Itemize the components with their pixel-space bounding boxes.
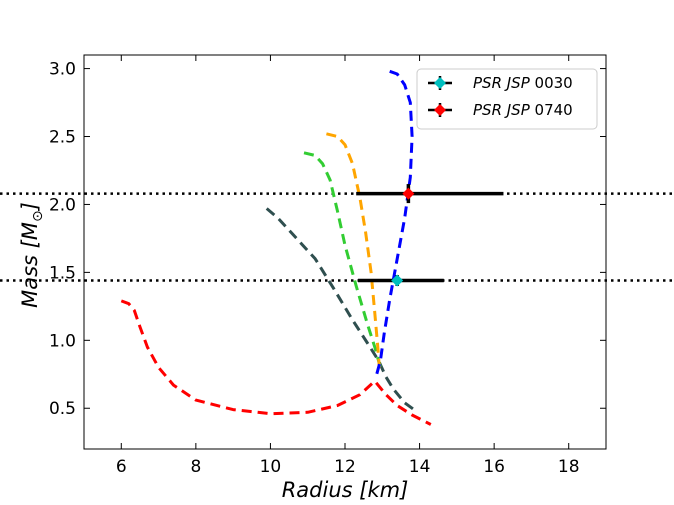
- legend-entry-2-label-number: 0740: [535, 101, 573, 119]
- curve-orange-eos: [326, 132, 381, 368]
- curve-darkslategray-eos: [265, 207, 415, 411]
- legend-frame: [416, 68, 598, 130]
- legend-entry-2-marker: [434, 104, 446, 116]
- legend-entry-1-label: PSR JSP 0030: [473, 74, 573, 92]
- x-axis-label: Radius [km]: [282, 478, 409, 502]
- legend-entry-1-marker: [434, 77, 446, 89]
- y-axis-label-sub: ⊙: [30, 210, 46, 222]
- y-axis-label-close: ]: [18, 202, 42, 211]
- eos-curves: [120, 69, 432, 426]
- curve-red-eos: [120, 299, 432, 426]
- curve-limegreen-eos: [303, 151, 382, 368]
- x-tick-label-16: 16: [483, 457, 505, 477]
- x-tick-label-8: 8: [190, 457, 201, 477]
- y-tick-label-1: 1.0: [49, 331, 76, 351]
- measurement-2-marker: [402, 187, 415, 200]
- y-tick-label-2.5: 2.5: [49, 128, 76, 148]
- x-tick-label-12: 12: [334, 457, 356, 477]
- x-tick-label-14: 14: [409, 457, 431, 477]
- x-tick-label-18: 18: [558, 457, 580, 477]
- y-tick-label-2: 2.0: [49, 195, 76, 215]
- legend-entry-1-label-number: 0030: [535, 74, 573, 92]
- legend-entry-2-label-main: PSR JSP: [473, 101, 535, 119]
- y-tick-label-0.5: 0.5: [49, 399, 76, 419]
- y-tick-label-3: 3.0: [49, 60, 76, 80]
- y-axis-label: Mass [M⊙]: [18, 202, 46, 308]
- legend-entry-2-label: PSR JSP 0740: [473, 101, 573, 119]
- y-tick-label-1.5: 1.5: [49, 263, 76, 283]
- curve-blue-eos: [375, 69, 414, 375]
- pulsar-measurements: [356, 184, 504, 287]
- y-axis-label-main: Mass [M: [18, 222, 42, 308]
- reference-lines: [0, 192, 674, 282]
- x-tick-label-6: 6: [116, 457, 127, 477]
- legend-entry-1-label-main: PSR JSP: [473, 74, 535, 92]
- x-tick-label-10: 10: [260, 457, 282, 477]
- measurement-1-marker: [391, 274, 404, 287]
- axis-ticks: 6 8 10 12 14 16 18 0.5 1.0 1.5 2.0 2.5 3.0: [49, 55, 606, 477]
